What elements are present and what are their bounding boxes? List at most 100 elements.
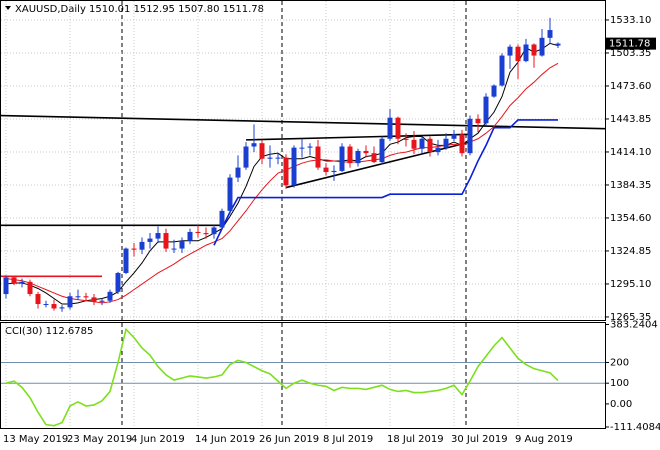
y-tick-label: -111.4084 xyxy=(610,422,660,433)
candle-body xyxy=(323,167,329,173)
candle-body xyxy=(107,291,113,301)
candle-body xyxy=(539,37,545,56)
candle-body xyxy=(451,134,457,139)
candle-body xyxy=(531,44,537,56)
candle-body xyxy=(443,138,449,148)
cci-panel xyxy=(0,322,606,429)
candle-body xyxy=(427,138,433,153)
trend-line xyxy=(1,114,605,130)
y-tick-label: 0.00 xyxy=(610,399,632,410)
x-tick-label: 4 Jun 2019 xyxy=(131,434,185,445)
y-tick-label: 1443.85 xyxy=(610,114,651,125)
candle-body xyxy=(35,294,41,305)
trend-line xyxy=(285,141,471,189)
candle-body xyxy=(19,281,25,283)
candle-body xyxy=(163,233,169,249)
indicator-line xyxy=(5,62,559,304)
y-tick-label: 1295.10 xyxy=(610,279,651,290)
y-tick-label: 1354.60 xyxy=(610,213,651,224)
y-tick-label: 200 xyxy=(610,357,629,368)
candle-body xyxy=(131,248,137,250)
candle-body xyxy=(395,117,401,139)
candle-body xyxy=(291,147,297,186)
y-tick-label: 1384.35 xyxy=(610,180,651,191)
candle-body xyxy=(387,117,393,139)
candle-body xyxy=(339,146,345,171)
x-tick-label: 14 Jun 2019 xyxy=(195,434,255,445)
candle-body xyxy=(3,277,9,295)
x-tick-label: 30 Jul 2019 xyxy=(451,434,508,445)
candle-body xyxy=(547,30,553,38)
x-tick-label: 9 Aug 2019 xyxy=(515,434,573,445)
candle-body xyxy=(379,138,385,163)
price-panel xyxy=(0,0,606,321)
cci-plot xyxy=(1,323,605,428)
candle-body xyxy=(227,177,233,211)
candle-body xyxy=(43,304,49,306)
candle-body xyxy=(27,281,33,295)
indicator-line xyxy=(5,42,559,305)
y-tick-label: 1265.35 xyxy=(610,312,651,323)
candle-body xyxy=(275,157,281,159)
candle-body xyxy=(347,146,353,164)
candle-body xyxy=(507,46,513,56)
candle-body xyxy=(435,147,441,153)
candle-body xyxy=(99,300,105,302)
candle-body xyxy=(267,157,273,159)
x-tick-label: 23 May 2019 xyxy=(67,434,132,445)
candle-body xyxy=(123,248,129,273)
candle-body xyxy=(483,96,489,124)
candle-body xyxy=(467,118,473,154)
last-price-box xyxy=(606,37,656,50)
candle-body xyxy=(251,143,257,147)
x-tick-label: 13 May 2019 xyxy=(3,434,68,445)
candle-body xyxy=(171,248,177,250)
candle-body xyxy=(355,150,361,164)
candle-body xyxy=(91,297,97,302)
y-tick-label: 100 xyxy=(610,378,629,389)
candle-body xyxy=(11,277,17,283)
y-tick-label: 1473.60 xyxy=(610,81,651,92)
indicator-line xyxy=(213,119,558,246)
candle-body xyxy=(283,157,289,186)
candle-body xyxy=(523,44,529,62)
trend-line xyxy=(245,133,471,141)
candle-body xyxy=(363,150,369,154)
candle-body xyxy=(115,272,121,292)
y-tick-label: 1503.35 xyxy=(610,48,651,59)
last-price-label: 1511.78 xyxy=(609,39,650,50)
price-plot xyxy=(1,1,605,320)
candle-body xyxy=(259,143,265,159)
x-tick-label: 18 Jul 2019 xyxy=(387,434,444,445)
candle-body xyxy=(235,167,241,178)
y-tick-label: 1414.10 xyxy=(610,147,651,158)
candle-body xyxy=(459,134,465,154)
candle-body xyxy=(315,146,321,168)
candle-body xyxy=(411,139,417,149)
candle-body xyxy=(59,307,65,309)
cci-title: CCI(30) 112.6785 xyxy=(5,326,93,337)
y-tick-label: 1533.10 xyxy=(610,15,651,26)
candle-body xyxy=(195,231,201,234)
candle-body xyxy=(299,147,305,149)
candle-body xyxy=(83,296,89,298)
candle-body xyxy=(491,85,497,97)
candle-body xyxy=(155,233,161,239)
candle-body xyxy=(307,146,313,148)
candle-body xyxy=(211,227,217,235)
candle-body xyxy=(179,240,185,249)
candle-body xyxy=(67,296,73,308)
x-tick-label: 26 Jun 2019 xyxy=(259,434,319,445)
candle-body xyxy=(515,46,521,62)
candle-body xyxy=(371,153,377,163)
candle-body xyxy=(139,241,145,250)
candle-body xyxy=(475,118,481,124)
candle-body xyxy=(203,233,209,235)
candle-body xyxy=(187,231,193,241)
candle-body xyxy=(403,138,409,140)
x-tick-label: 8 Jul 2019 xyxy=(323,434,373,445)
candle-body xyxy=(419,138,425,149)
cci-line xyxy=(5,327,559,427)
candle-body xyxy=(51,304,57,309)
candle-body xyxy=(243,146,249,168)
